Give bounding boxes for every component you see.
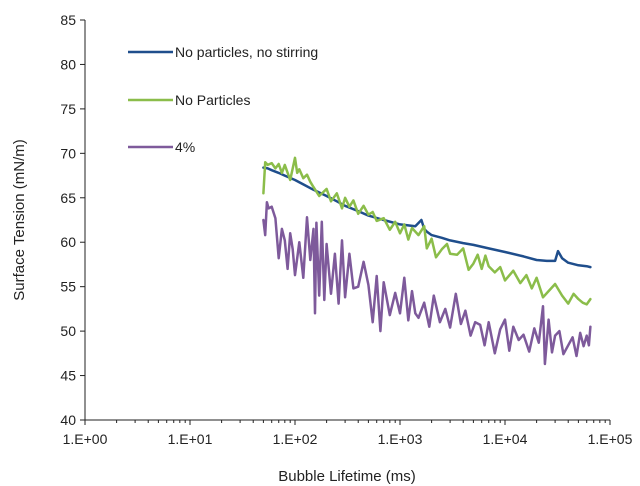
x-tick-label: 1.E+04 — [483, 431, 528, 447]
y-tick-label: 40 — [60, 412, 76, 428]
series-line-3 — [262, 200, 592, 366]
x-tick-label: 1.E+02 — [273, 431, 318, 447]
y-tick-label: 45 — [60, 368, 76, 384]
series-layer — [262, 156, 592, 366]
y-tick-label: 65 — [60, 190, 76, 206]
x-tick-label: 1.E+01 — [168, 431, 213, 447]
y-tick-label: 85 — [60, 12, 76, 28]
y-tick-label: 50 — [60, 323, 76, 339]
y-tick-label: 75 — [60, 101, 76, 117]
x-tick-label: 1.E+03 — [378, 431, 423, 447]
legend: No particles, no stirring No Particles 4% — [128, 44, 318, 155]
y-tick-label: 70 — [60, 145, 76, 161]
x-axis-title: Bubble Lifetime (ms) — [278, 468, 416, 485]
legend-label: No Particles — [175, 92, 250, 108]
x-tick-label: 1.E+05 — [588, 431, 633, 447]
x-tick-label: 1.E+00 — [63, 431, 108, 447]
plot-area — [85, 20, 610, 420]
y-tick-label: 60 — [60, 234, 76, 250]
y-axis-title: Surface Tension (mN/m) — [11, 139, 28, 300]
axes: 40 45 50 55 60 65 70 75 80 85 1.E+00 1.E+01 1.E+02 1.… — [60, 12, 632, 447]
y-tick-label: 55 — [60, 279, 76, 295]
y-tick-label: 80 — [60, 56, 76, 72]
series-line-2 — [262, 156, 592, 306]
legend-label: No particles, no stirring — [175, 44, 318, 60]
legend-label: 4% — [175, 139, 195, 155]
